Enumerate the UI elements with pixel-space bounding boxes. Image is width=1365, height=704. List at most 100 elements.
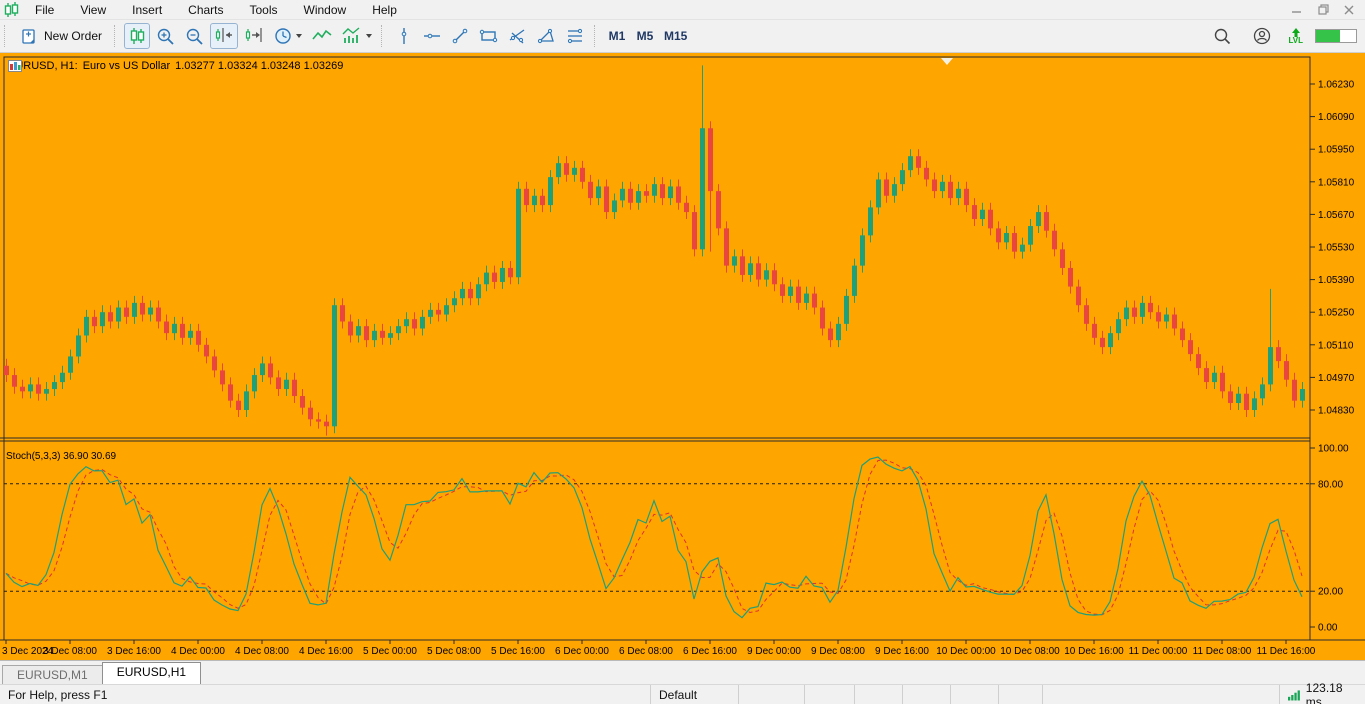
chart-shift-button[interactable]: [210, 23, 239, 49]
candle-body: [1284, 361, 1289, 380]
menu-tools[interactable]: Tools: [249, 2, 278, 17]
zoom-out-button[interactable]: [181, 23, 208, 49]
level-label: LVL: [1288, 35, 1303, 45]
stoch-axis[interactable]: 100.00 80.00 20.00 0.00: [1310, 444, 1349, 634]
vertical-line-icon: [401, 28, 407, 44]
candle-body: [1164, 314, 1169, 322]
candle-body: [812, 293, 817, 308]
auto-scroll-button[interactable]: [240, 23, 268, 49]
candle-body: [92, 316, 97, 327]
zoom-in-button[interactable]: [152, 23, 179, 49]
connection-level-indicator[interactable]: LVL: [1288, 27, 1303, 45]
vertical-line-tool-button[interactable]: [391, 23, 417, 49]
time-axis-label: 11 Dec 16:00: [1257, 646, 1316, 657]
candle-body: [1180, 328, 1185, 341]
candle-body: [636, 191, 641, 203]
candle-body: [500, 267, 505, 282]
channel-tool-button[interactable]: [504, 23, 531, 49]
resource-level-fill: [1316, 30, 1340, 42]
menu-window[interactable]: Window: [303, 2, 347, 17]
new-order-label: New Order: [44, 29, 103, 43]
status-help-text: For Help, press F1: [8, 687, 108, 702]
time-axis-label: 11 Dec 00:00: [1129, 646, 1188, 657]
candle-body: [1220, 372, 1225, 392]
tab-eurusd-m1[interactable]: EURUSD,M1: [2, 665, 103, 684]
status-profile[interactable]: Default: [650, 685, 738, 704]
one-click-trading-icon[interactable]: [8, 60, 22, 72]
candle-body: [908, 156, 913, 171]
time-axis-label: 4 Dec 16:00: [299, 646, 353, 657]
signal-bars-icon: [1288, 689, 1300, 700]
candle-body: [348, 321, 353, 336]
candlestick-chart-button[interactable]: [124, 23, 151, 49]
chart-description-label: Euro vs US Dollar: [82, 60, 171, 72]
timeframe-m1-button[interactable]: M1: [604, 23, 630, 49]
candle-body: [116, 307, 121, 322]
chart-canvas[interactable]: 1.06230 1.06090 1.05950 1.05810 1.05670 1.055…: [0, 53, 1365, 660]
candle-body: [756, 263, 761, 280]
candle-body: [804, 293, 809, 303]
candle-body: [380, 330, 385, 338]
candle-body: [276, 377, 281, 390]
price-axis[interactable]: 1.06230 1.06090 1.05950 1.05810 1.05670 1.055…: [1310, 80, 1355, 417]
triangle-tool-button[interactable]: [533, 23, 560, 49]
restore-button-icon[interactable]: [1317, 4, 1329, 16]
triangle-icon: [537, 28, 554, 44]
candle-body: [60, 372, 65, 383]
candle-body: [372, 330, 377, 341]
menu-file[interactable]: File: [35, 2, 55, 17]
candle-body: [692, 212, 697, 250]
time-axis-label: 3 Dec 16:00: [107, 646, 161, 657]
candle-body: [1188, 340, 1193, 355]
menu-insert[interactable]: Insert: [132, 2, 163, 17]
horizontal-line-tool-button[interactable]: [419, 23, 445, 49]
candle-body: [988, 209, 993, 229]
candle-body: [1052, 230, 1057, 250]
rectangle-tool-button[interactable]: [475, 23, 502, 49]
time-axis-label: 10 Dec 08:00: [1000, 646, 1060, 657]
time-axis-label: 11 Dec 08:00: [1193, 646, 1252, 657]
candle-body: [204, 344, 209, 357]
candle-body: [708, 128, 713, 192]
candle-body: [580, 167, 585, 182]
line-chart-button[interactable]: [308, 23, 336, 49]
time-axis-label: 4 Dec 08:00: [235, 646, 289, 657]
candle-body: [1212, 372, 1217, 383]
app-logo-icon: [0, 1, 22, 19]
timeframes-dropdown-button[interactable]: [270, 23, 306, 49]
timeframe-m15-button[interactable]: M15: [660, 23, 691, 49]
time-axis-label: 3 Dec 2024: [2, 646, 54, 657]
trendline-tool-button[interactable]: [447, 23, 473, 49]
menu-help[interactable]: Help: [372, 2, 397, 17]
indicators-dropdown-button[interactable]: [338, 23, 376, 49]
candle-body: [68, 356, 73, 373]
candle-body: [788, 286, 793, 296]
time-axis-label: 6 Dec 16:00: [683, 646, 737, 657]
candle-body: [884, 179, 889, 196]
minimize-button-icon[interactable]: [1291, 4, 1303, 16]
account-button[interactable]: [1249, 23, 1275, 49]
menu-charts[interactable]: Charts: [188, 2, 224, 17]
price-axis-label: 1.05390: [1318, 275, 1355, 286]
candle-body: [644, 191, 649, 196]
tab-eurusd-h1[interactable]: EURUSD,H1: [101, 662, 202, 684]
candle-body: [268, 363, 273, 378]
new-order-button[interactable]: New Order: [14, 23, 109, 49]
fibonacci-tool-button[interactable]: [562, 23, 589, 49]
fibonacci-icon: [567, 28, 583, 44]
candle-body: [796, 286, 801, 303]
timeframe-m5-button[interactable]: M5: [632, 23, 658, 49]
chart-shift-marker-icon[interactable]: [941, 58, 953, 65]
menu-view[interactable]: View: [80, 2, 107, 17]
candle-body: [924, 167, 929, 180]
status-cell-empty: [1042, 685, 1279, 704]
stochastic-indicator-label: Stoch(5,3,3) 36.90 30.69: [6, 451, 117, 462]
time-axis-label: 9 Dec 16:00: [875, 646, 929, 657]
search-button[interactable]: [1209, 23, 1235, 49]
candle-body: [1300, 389, 1305, 401]
candle-body: [452, 298, 457, 306]
status-latency[interactable]: 123.18 ms: [1279, 681, 1365, 704]
close-button-icon[interactable]: [1343, 4, 1355, 16]
candle-body: [556, 163, 561, 178]
